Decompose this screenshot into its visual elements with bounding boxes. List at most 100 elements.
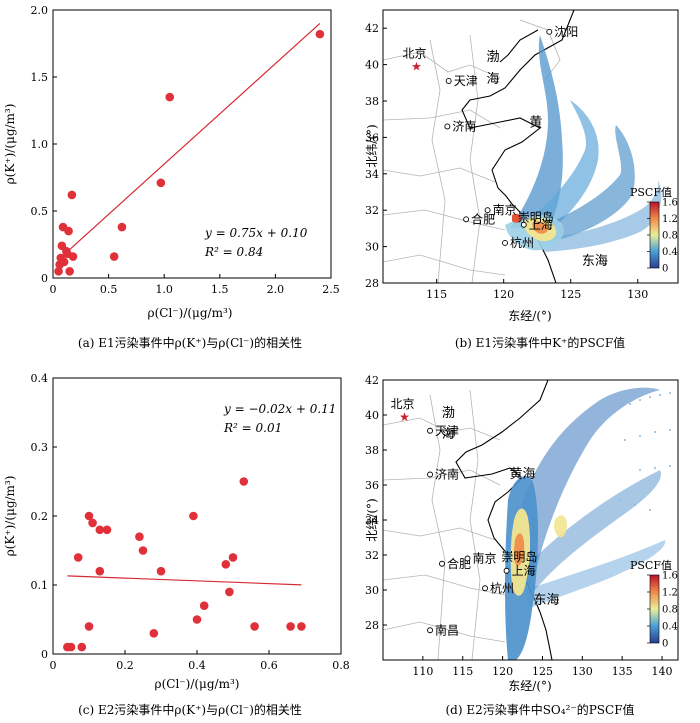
fit-line-a [58, 22, 321, 261]
x-tick-label: 0.6 [260, 659, 278, 672]
x-tick-label: 1.0 [155, 283, 173, 296]
fit-line-c [67, 575, 302, 586]
lat-tick-label: 36 [365, 479, 379, 492]
lat-tick-label: 32 [365, 204, 379, 217]
y-tick-label: 0.4 [31, 372, 49, 385]
city-label: 天津 [454, 74, 478, 88]
lat-tick-label: 28 [365, 277, 379, 290]
data-point [228, 553, 238, 562]
city-marker [484, 207, 491, 214]
data-point [68, 252, 78, 261]
capital-star-icon: ★ [399, 410, 410, 424]
lon-tick-label: 125 [560, 288, 581, 301]
data-points-c [63, 477, 306, 652]
data-point [165, 92, 175, 102]
data-point [315, 29, 325, 39]
city-label: 北京 [391, 397, 415, 411]
colorbar-b: PSCF值 0 0.4 0.8 1.2 1.6 [630, 186, 678, 275]
lon-tick-label: 120 [492, 665, 513, 678]
land-grey-borders-d [383, 389, 506, 660]
y-tick-label: 0.3 [31, 441, 49, 454]
sea-label: 东海 [582, 254, 608, 269]
sea-label: 黄 [529, 115, 542, 130]
data-point [64, 226, 73, 236]
capital-star-icon: ★ [411, 59, 422, 73]
pscf-plumes-b [505, 35, 662, 252]
colorbar-tick-label: 0.4 [662, 247, 678, 258]
ylabel-b: 北纬/(°) [365, 124, 379, 167]
city-marker [463, 216, 470, 223]
xlabel-c: ρ(Cl⁻)/(μg/m³) [155, 677, 240, 691]
city-label: 上海 [512, 563, 536, 578]
data-point [66, 642, 76, 652]
ylabel-d: 北纬/(°) [365, 498, 379, 541]
scatter-panel-a: 0 0.5 1.0 1.5 2.0 2.5 0 0.5 1.0 1.5 2.0 y = 0.75x … [3, 4, 340, 350]
city-label: 沈阳 [554, 24, 578, 39]
r2-c: R² = 0.01 [223, 421, 282, 435]
city-label: 南京 [473, 551, 497, 566]
xlabel-a: ρ(Cl⁻)/(μg/m³) [148, 306, 233, 320]
data-point [156, 178, 166, 188]
colorbar-tick-label: 0 [662, 264, 668, 275]
city-label: 杭州 [490, 580, 514, 595]
y-tick-label: 0.1 [31, 579, 49, 592]
city-marker [520, 221, 527, 228]
city-label: 南昌 [435, 622, 459, 637]
city-marker [427, 627, 433, 634]
x-tick-label: 1.5 [211, 283, 229, 296]
data-point [117, 222, 127, 232]
caption-a: (a) E1污染事件中ρ(K⁺)与ρ(Cl⁻)的相关性 [78, 335, 302, 350]
city-label: 济南 [452, 118, 476, 133]
city-marker [482, 585, 489, 592]
xlabel-d: 东经/(°) [508, 679, 551, 693]
city-label: 南京 [493, 202, 517, 217]
lon-tick-label: 110 [412, 665, 433, 678]
city-marker [439, 560, 445, 567]
lat-tick-label: 38 [365, 95, 379, 108]
colorbar-title-d: PSCF值 [630, 559, 672, 572]
lon-tick-label: 130 [627, 288, 648, 301]
data-point [54, 267, 63, 276]
city-marker [427, 427, 433, 434]
sea-label: 渤 [486, 49, 499, 65]
colorbar-tick-label: 0.4 [662, 622, 678, 633]
data-point [149, 629, 159, 638]
lat-tick-label: 40 [365, 59, 379, 72]
data-point [192, 615, 202, 624]
city-marker [427, 471, 433, 478]
axis-ticks-a: 0 0.5 1.0 1.5 2.0 2.5 0 0.5 1.0 1.5 2.0 [31, 4, 340, 296]
colorbar-ticks-b: 0 0.4 0.8 1.2 1.6 [647, 198, 678, 275]
city-label: 杭州 [510, 235, 534, 250]
lat-tick-label: 30 [365, 584, 379, 597]
colorbar-title-b: PSCF值 [630, 186, 672, 199]
xlabel-b: 东经/(°) [508, 309, 551, 323]
sea-label: 海 [486, 72, 499, 87]
lon-tick-label: 120 [493, 288, 514, 301]
lon-tick-label: 115 [426, 288, 447, 301]
y-tick-label: 1.5 [31, 71, 49, 84]
lon-tick-label: 125 [532, 665, 553, 678]
data-point [109, 252, 119, 261]
data-point [286, 622, 295, 631]
y-tick-label: 0 [41, 272, 48, 285]
lat-tick-label: 42 [365, 374, 379, 387]
x-tick-label: 0.5 [100, 283, 118, 296]
data-point [239, 477, 249, 486]
data-point [65, 267, 74, 276]
data-point [88, 518, 97, 528]
city-label: 北京 [403, 46, 427, 60]
data-points-a [54, 29, 325, 276]
lat-tick-label: 40 [365, 409, 379, 422]
axis-ticks-d: 110 115 120 125 130 135 140 28 30 32 34 36 38 40 42 [365, 374, 673, 678]
data-point [225, 587, 234, 597]
colorbar-ticks-d: 0 0.4 0.8 1.2 1.6 [647, 571, 678, 650]
city-marker [445, 78, 452, 84]
city-marker [464, 555, 471, 562]
x-tick-label: 0 [50, 659, 57, 672]
city-label: 合肥 [471, 211, 495, 226]
city-marker [546, 28, 553, 35]
caption-c: (c) E2污染事件中ρ(K⁺)与ρ(Cl⁻)的相关性 [78, 702, 302, 717]
